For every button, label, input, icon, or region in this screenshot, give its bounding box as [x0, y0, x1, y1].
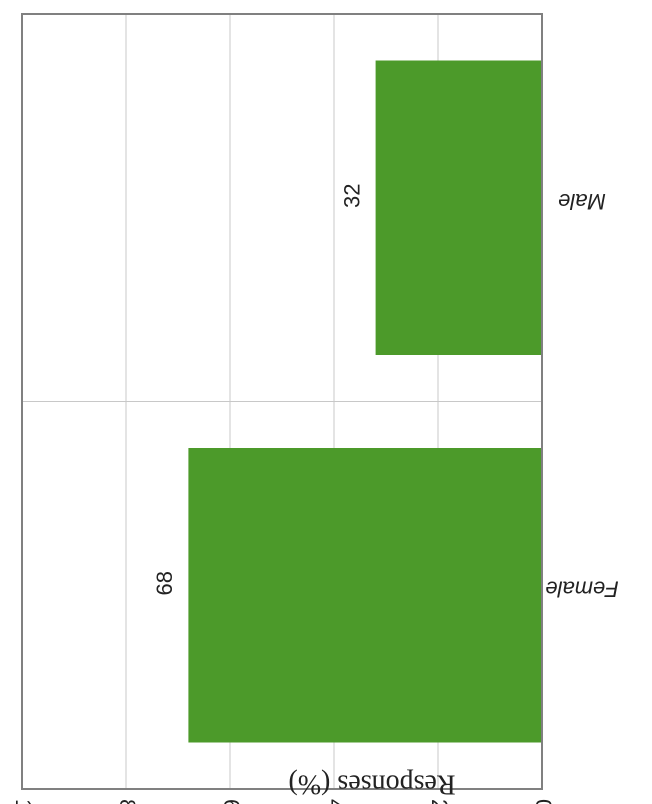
tick-label: 80: [115, 799, 140, 804]
bar-male: [375, 60, 542, 355]
data-label: 68: [152, 571, 177, 595]
tick-label: 20: [427, 799, 452, 804]
tick-label: 40: [323, 799, 348, 804]
data-label: 32: [339, 184, 364, 208]
y-axis-title: Responses (%): [288, 769, 455, 800]
tick-label: 100: [11, 799, 36, 804]
category-label: Male: [558, 189, 606, 214]
bar-female: [188, 448, 542, 743]
plot-border: [21, 13, 543, 790]
category-label: Female: [545, 576, 618, 601]
bars: [188, 60, 542, 743]
labels: 0 20 40 60 80 100 68 Female 32 Male: [11, 184, 618, 804]
tick-label: 0: [531, 799, 556, 804]
tick-label: 60: [219, 799, 244, 804]
plot-frame: [21, 13, 543, 790]
